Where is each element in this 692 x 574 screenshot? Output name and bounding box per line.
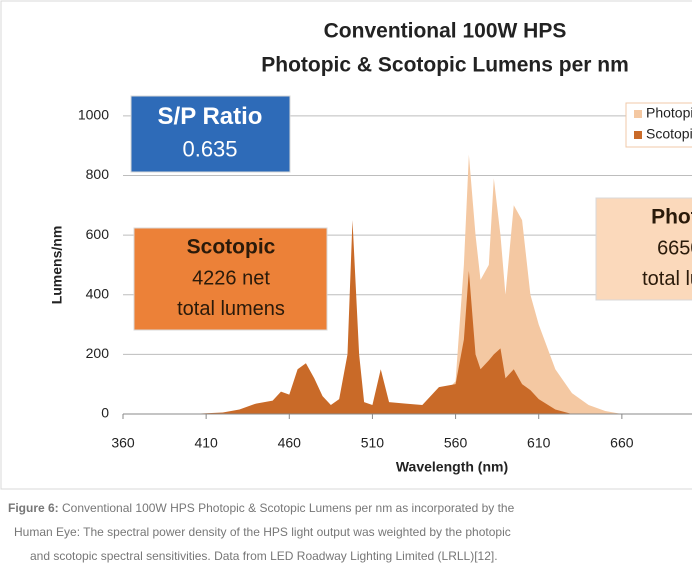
x-tick-label: 660 bbox=[610, 435, 634, 451]
annotation-text: total lumens bbox=[177, 298, 285, 320]
legend-label: Photopic bbox=[646, 105, 692, 121]
annotation-box bbox=[133, 227, 328, 331]
x-tick-label: 410 bbox=[194, 435, 218, 451]
annotation-text: 4226 net bbox=[192, 267, 270, 289]
x-axis-label: Wavelength (nm) bbox=[396, 459, 508, 475]
y-tick-label: 400 bbox=[86, 285, 110, 301]
annotation-text: 6650 net bbox=[657, 237, 692, 259]
area bbox=[189, 154, 622, 414]
x-tick-label: 510 bbox=[361, 435, 385, 451]
caption-line: Human Eye: The spectral power density of… bbox=[14, 525, 511, 539]
caption-line: and scotopic spectral sensitivities. Dat… bbox=[30, 549, 498, 563]
y-tick-label: 800 bbox=[86, 166, 110, 182]
x-tick-label: 610 bbox=[527, 435, 551, 451]
annotation-box bbox=[130, 95, 291, 173]
legend-label: Scotopic bbox=[646, 126, 692, 142]
annotation-text: 0.635 bbox=[182, 136, 237, 161]
chart-title: Photopic & Scotopic Lumens per nm bbox=[261, 54, 629, 77]
x-tick-label: 560 bbox=[444, 435, 468, 451]
caption-line: Conventional 100W HPS Photopic & Scotopi… bbox=[62, 501, 515, 515]
chart-title: Conventional 100W HPS bbox=[324, 20, 567, 43]
y-tick-label: 200 bbox=[86, 345, 110, 361]
y-tick-label: 1000 bbox=[78, 107, 109, 123]
caption-label: Figure 6: bbox=[8, 501, 59, 515]
annotation-text: total lumens bbox=[642, 268, 692, 290]
annotation-box bbox=[595, 197, 692, 301]
annotation-text: S/P Ratio bbox=[158, 103, 263, 130]
x-tick-label: 360 bbox=[111, 435, 135, 451]
y-tick-label: 600 bbox=[86, 226, 110, 242]
x-tick-label: 460 bbox=[278, 435, 302, 451]
y-tick-label: 0 bbox=[101, 405, 109, 421]
annotation-text: Scotopic bbox=[187, 236, 276, 259]
legend-swatch bbox=[634, 110, 642, 118]
annotation-text: Photopic bbox=[651, 206, 692, 229]
caption: Figure 6: Conventional 100W HPS Photopic… bbox=[8, 501, 515, 515]
legend-swatch bbox=[634, 131, 642, 139]
y-axis-label: Lumens/nm bbox=[49, 226, 65, 305]
